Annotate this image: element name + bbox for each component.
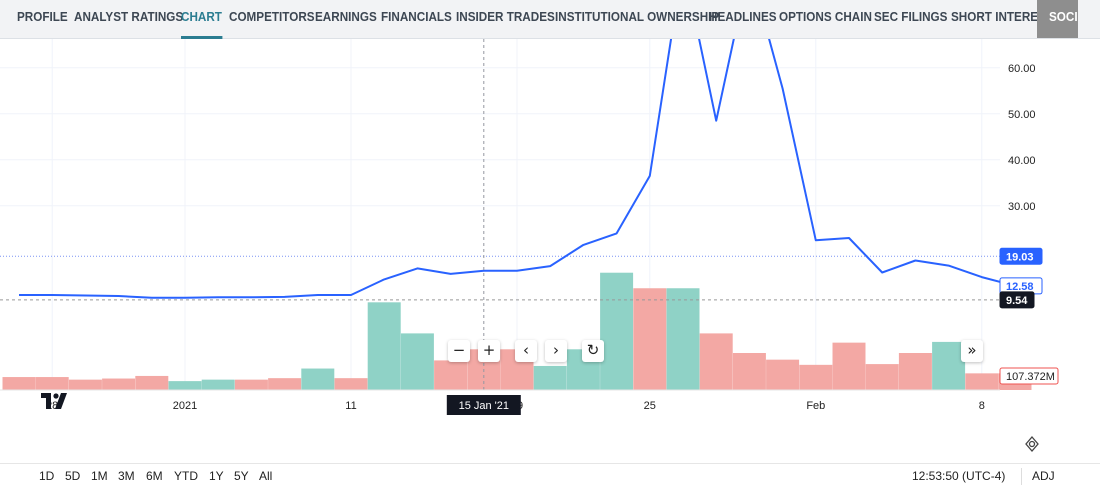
crosshair-date-box [446, 395, 521, 415]
scroll-right-button[interactable]: › [545, 340, 567, 362]
volume-bar [68, 379, 102, 390]
zoom-out-button[interactable]: − [448, 340, 470, 362]
volume-bar [301, 368, 335, 390]
tab-analyst-ratings[interactable]: ANALYST RATINGS [74, 9, 184, 24]
scroll-to-latest-button[interactable]: » [961, 340, 983, 362]
range-all[interactable]: All [259, 469, 273, 483]
tab-financials[interactable]: FINANCIALS [381, 9, 452, 24]
volume-bar [732, 353, 766, 390]
x-tick-label: Feb [806, 400, 825, 412]
time-zone-clock[interactable]: 12:53:50 (UTC-4) [912, 469, 1006, 483]
y-tick-label: 30.00 [1008, 201, 1036, 213]
prev-close-tag: 9.54 [1006, 295, 1028, 307]
tab-earnings[interactable]: EARNINGS [315, 9, 377, 24]
volume-bar [234, 379, 268, 390]
volume-bar [102, 378, 136, 390]
volume-bar [334, 378, 368, 390]
volume-bar [400, 333, 434, 390]
price-tags: 19.03 12.58 9.54 107.372M [999, 247, 1059, 385]
x-tick-label: 8 [979, 400, 985, 412]
x-tick-label: 2021 [173, 400, 197, 412]
volume-bar [666, 288, 700, 390]
tab-headlines[interactable]: HEADLINES [709, 9, 777, 24]
tab-competitors[interactable]: COMPETITORS [229, 9, 315, 24]
volume-bar [268, 378, 302, 390]
price-line [19, 0, 1016, 299]
price-series [19, 0, 1016, 299]
marker-price-tag: 19.03 [1006, 251, 1034, 263]
tab-profile[interactable]: PROFILE [17, 9, 68, 24]
tab-sec-filings[interactable]: SEC FILINGS [874, 9, 948, 24]
range-5y[interactable]: 5Y [234, 469, 249, 483]
volume-bar [533, 365, 567, 390]
time-axis: 282021111925Feb815 Jan '21 [0, 389, 1000, 415]
volume-bar [766, 359, 800, 390]
settings-gear-icon[interactable] [1024, 436, 1040, 452]
tab-scroll-right[interactable]: SOCIA [1037, 0, 1078, 38]
volume-bar [201, 379, 235, 390]
adjust-toggle[interactable]: ADJ [1032, 469, 1055, 483]
scroll-left-button[interactable]: ‹ [515, 340, 537, 362]
tab-options-chain[interactable]: OPTIONS CHAIN [779, 9, 872, 24]
tab-bar: PROFILE ANALYST RATINGS CHART COMPETITORS EA… [0, 0, 1100, 39]
volume-bar [600, 272, 634, 390]
marker-price-tag-box [999, 247, 1043, 265]
range-3m[interactable]: 3M [118, 469, 135, 483]
volume-bar [799, 364, 833, 390]
volume-bar [965, 373, 999, 390]
range-ytd[interactable]: YTD [174, 469, 198, 483]
volume-bar [434, 360, 468, 390]
last-price-tag: 12.58 [1006, 281, 1034, 293]
x-tick-label: 25 [644, 400, 656, 412]
range-1m[interactable]: 1M [91, 469, 108, 483]
tab-institutional-ownership[interactable]: INSTITUTIONAL OWNERSHIP [555, 9, 720, 24]
volume-tag: 107.372M [1006, 371, 1055, 383]
tradingview-logo-icon[interactable] [40, 390, 72, 412]
range-1d[interactable]: 1D [39, 469, 55, 483]
zoom-in-button[interactable]: + [478, 340, 500, 362]
volume-bar [35, 377, 69, 390]
prev-close-tag-box [999, 291, 1035, 309]
volume-bar [932, 341, 966, 390]
volume-tag-box [999, 367, 1059, 385]
x-tick-label: 11 [345, 400, 356, 412]
volume-bar [865, 364, 899, 390]
range-divider [1021, 468, 1022, 485]
y-tick-label: 40.00 [1008, 155, 1036, 167]
tab-insider-trades[interactable]: INSIDER TRADES [456, 9, 555, 24]
y-tick-label: 60.00 [1008, 63, 1036, 75]
tab-overflow-label: SOCIA [1049, 9, 1078, 24]
chart-grid [0, 21, 1000, 390]
volume-bar [367, 302, 401, 390]
range-5d[interactable]: 5D [65, 469, 81, 483]
volume-bar [168, 381, 202, 390]
range-bar: 1D 5D 1M 3M 6M YTD 1Y 5Y All 12:53:50 (UTC-4) AD… [0, 463, 1100, 490]
tab-chart[interactable]: CHART [181, 0, 222, 39]
price-guides [0, 255, 1000, 301]
y-tick-label: 50.00 [1008, 109, 1036, 121]
crosshair-date-label: 15 Jan '21 [459, 400, 509, 412]
range-6m[interactable]: 6M [146, 469, 163, 483]
volume-bar [135, 375, 169, 390]
tab-short-interest[interactable]: SHORT INTEREST [951, 9, 1054, 24]
volume-bars [2, 272, 1032, 390]
volume-bar [633, 288, 667, 390]
volume-bar [832, 342, 866, 390]
volume-bar [898, 353, 932, 390]
volume-bar [699, 333, 733, 390]
range-1y[interactable]: 1Y [209, 469, 224, 483]
reset-chart-button[interactable]: ↻ [582, 340, 604, 362]
volume-bar [2, 377, 36, 390]
